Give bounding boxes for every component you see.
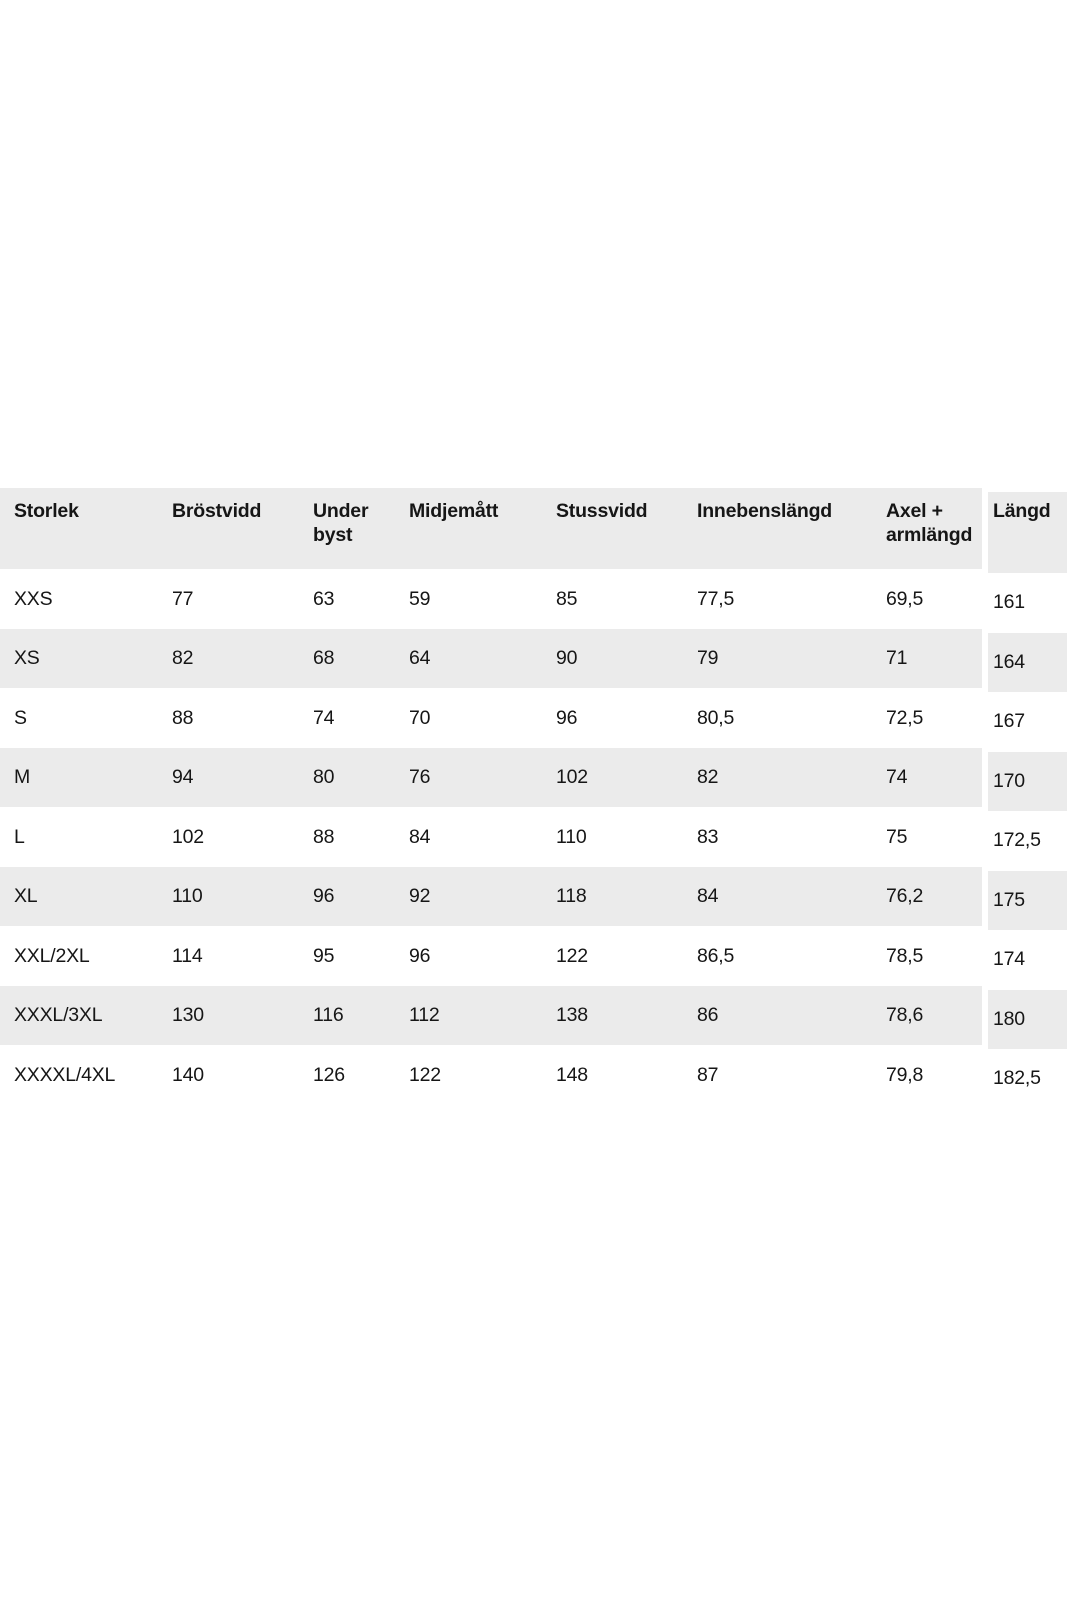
table-row-l: L 102 88 84 110 83 75: [0, 807, 982, 867]
row-cell: 83: [697, 825, 719, 848]
row-cell: 74: [313, 706, 335, 729]
row-cell: 72,5: [886, 706, 924, 729]
row-cell: 79,8: [886, 1063, 924, 1086]
row-cell: 110: [172, 885, 203, 908]
row-cell: 77: [172, 587, 194, 610]
langd-cell-xxs: 161: [993, 591, 1025, 614]
row-cell: 70: [409, 706, 431, 729]
table-row-xs: XS 82 68 64 90 79 71: [0, 628, 982, 688]
row-cell: 64: [409, 647, 431, 670]
row-cell: 59: [409, 587, 431, 610]
row-cell: 148: [556, 1063, 588, 1086]
row-cell: 74: [886, 766, 908, 789]
row-cell: 82: [697, 766, 719, 789]
row-cell: 68: [313, 647, 335, 670]
langd-cell-xxxl-3xl: 180: [988, 989, 1067, 1049]
row-cell: 130: [172, 1004, 204, 1027]
row-size-label: XXS: [14, 587, 53, 610]
langd-cell-xxxxl-4xl: 182,5: [993, 1067, 1041, 1090]
row-cell: 122: [556, 944, 588, 967]
langd-cell-s: 167: [993, 710, 1025, 733]
row-cell: 138: [556, 1004, 588, 1027]
row-cell: 114: [172, 944, 203, 967]
row-cell: 79: [697, 647, 719, 670]
row-cell: 71: [886, 647, 908, 670]
row-cell: 87: [697, 1063, 719, 1086]
row-cell: 102: [556, 766, 588, 789]
row-cell: 86,5: [697, 944, 735, 967]
row-cell: 116: [313, 1004, 344, 1027]
row-cell: 78,5: [886, 944, 924, 967]
column-header-storlek: Storlek: [14, 500, 79, 522]
row-cell: 95: [313, 944, 335, 967]
row-cell: 94: [172, 766, 194, 789]
row-cell: 84: [409, 825, 431, 848]
size-chart-table: Storlek Bröstvidd Under byst Midjemått S…: [0, 488, 1067, 1110]
column-header-stussvidd: Stussvidd: [556, 500, 648, 522]
row-cell: 140: [172, 1063, 204, 1086]
row-cell: 80,5: [697, 706, 735, 729]
row-cell: 85: [556, 587, 578, 610]
row-cell: 88: [313, 825, 335, 848]
row-size-label: L: [14, 825, 25, 848]
row-cell: 77,5: [697, 587, 735, 610]
row-cell: 102: [172, 825, 204, 848]
column-header-innebenslangd: Innebenslängd: [697, 500, 832, 522]
row-cell: 110: [556, 825, 587, 848]
size-chart-langd-column: Längd 161 164 167 170 172,5 175 174 180 …: [988, 492, 1067, 1109]
row-cell: 75: [886, 825, 908, 848]
row-cell: 84: [697, 885, 719, 908]
row-cell: 80: [313, 766, 335, 789]
row-size-label: XXL/2XL: [14, 944, 90, 967]
column-header-brostvidd: Bröstvidd: [172, 500, 262, 522]
row-cell: 96: [409, 944, 431, 967]
table-row-xl: XL 110 96 92 118 84 76,2: [0, 866, 982, 926]
row-cell: 63: [313, 587, 335, 610]
table-row-xxxxl-4xl: XXXXL/4XL 140 126 122 148 87 79,8: [0, 1045, 982, 1105]
langd-cell-xs: 164: [988, 632, 1067, 692]
row-cell: 76: [409, 766, 431, 789]
row-size-label: XXXL/3XL: [14, 1004, 103, 1027]
row-cell: 90: [556, 647, 578, 670]
table-row-xxs: XXS 77 63 59 85 77,5 69,5: [0, 569, 982, 629]
column-header-langd: Längd: [988, 492, 1067, 573]
table-header-row: Storlek Bröstvidd Under byst Midjemått S…: [0, 488, 982, 569]
column-header-axel-armlangd: Axel + armlängd: [886, 500, 973, 546]
row-cell: 69,5: [886, 587, 924, 610]
table-row-m: M 94 80 76 102 82 74: [0, 747, 982, 807]
row-cell: 82: [172, 647, 194, 670]
table-row-xxl-2xl: XXL/2XL 114 95 96 122 86,5 78,5: [0, 926, 982, 986]
row-size-label: M: [14, 766, 31, 789]
row-cell: 122: [409, 1063, 441, 1086]
langd-cell-l: 172,5: [993, 829, 1041, 852]
row-size-label: XL: [14, 885, 38, 908]
row-cell: 92: [409, 885, 431, 908]
row-cell: 76,2: [886, 885, 924, 908]
row-cell: 126: [313, 1063, 345, 1086]
table-row-s: S 88 74 70 96 80,5 72,5: [0, 688, 982, 748]
langd-cell-m: 170: [988, 751, 1067, 811]
row-cell: 96: [313, 885, 335, 908]
column-header-midjematt: Midjemått: [409, 500, 499, 522]
row-size-label: XXXXL/4XL: [14, 1063, 116, 1086]
row-cell: 112: [409, 1004, 440, 1027]
row-cell: 78,6: [886, 1004, 924, 1027]
langd-cell-xl: 175: [988, 870, 1067, 930]
row-cell: 86: [697, 1004, 719, 1027]
row-size-label: XS: [14, 647, 40, 670]
langd-cell-xxl-2xl: 174: [993, 948, 1025, 971]
row-cell: 88: [172, 706, 194, 729]
row-size-label: S: [14, 706, 27, 729]
column-header-under-byst: Under byst: [313, 500, 369, 546]
size-chart-main-section: Storlek Bröstvidd Under byst Midjemått S…: [0, 488, 982, 1105]
table-row-xxxl-3xl: XXXL/3XL 130 116 112 138 86 78,6: [0, 985, 982, 1045]
row-cell: 96: [556, 706, 578, 729]
row-cell: 118: [556, 885, 587, 908]
